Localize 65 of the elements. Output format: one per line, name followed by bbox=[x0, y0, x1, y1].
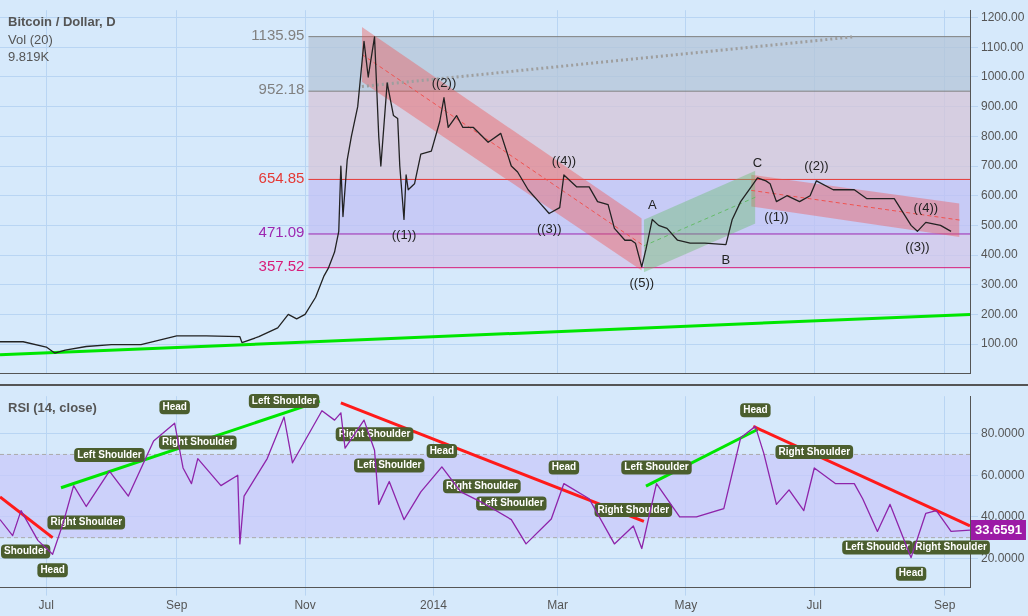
annotation: Right Shoulder bbox=[161, 436, 234, 448]
annotation: Right Shoulder bbox=[50, 516, 123, 528]
annotation: 33.6591 bbox=[975, 521, 1022, 537]
y-tick-label: 900.00 bbox=[981, 98, 1019, 113]
ref-line-label: 471.09 bbox=[258, 223, 305, 241]
y-tick-label: 300.00 bbox=[981, 277, 1019, 292]
x-tick-label: May bbox=[674, 598, 698, 613]
y-tick-label: 600.00 bbox=[981, 188, 1019, 203]
annotation: Right Shoulder bbox=[597, 503, 670, 515]
y-tick-label: 400.00 bbox=[981, 247, 1019, 262]
annotation: A bbox=[647, 197, 657, 213]
annotation: Right Shoulder bbox=[778, 445, 851, 457]
annotation: ((2)) bbox=[804, 158, 829, 174]
x-tick-label: Sep bbox=[166, 598, 188, 613]
annotation: ((3)) bbox=[536, 221, 562, 237]
y-tick-label: 20.0000 bbox=[981, 550, 1025, 565]
x-tick-label: Jul bbox=[806, 598, 822, 613]
annotation: ((4)) bbox=[551, 152, 577, 168]
annotation: Shoulder bbox=[4, 545, 48, 557]
annotation: C bbox=[752, 155, 763, 171]
x-tick-label: Sep bbox=[934, 598, 956, 613]
annotation: ((1)) bbox=[764, 209, 789, 225]
annotation: Left Shoulder bbox=[77, 448, 142, 460]
annotation: Left Shoulder bbox=[357, 459, 422, 471]
y-tick-label: 100.00 bbox=[981, 336, 1019, 351]
x-tick-label: Jul bbox=[38, 598, 54, 613]
y-tick-label: 1100.00 bbox=[981, 39, 1024, 54]
annotation: ((1)) bbox=[391, 227, 417, 243]
ref-line-label: 952.18 bbox=[258, 80, 305, 98]
annotation: Left Shoulder bbox=[479, 497, 544, 509]
annotation: Head bbox=[551, 461, 577, 473]
ref-line-label: 357.52 bbox=[258, 256, 305, 274]
annotation: Head bbox=[162, 401, 187, 412]
x-tick-label: Nov bbox=[294, 598, 316, 613]
chart-title: Bitcoin / Dollar, D bbox=[8, 14, 116, 30]
annotation: ((2)) bbox=[431, 75, 457, 91]
y-tick-label: 800.00 bbox=[981, 128, 1019, 143]
annotation: Left Shoulder bbox=[251, 394, 317, 406]
annotation: 9.819K bbox=[8, 49, 50, 65]
annotation: ((5)) bbox=[629, 274, 655, 290]
annotation: Right Shoulder bbox=[446, 480, 518, 492]
chart-title: RSI (14, close) bbox=[8, 400, 97, 416]
annotation: Right Shoulder bbox=[915, 541, 987, 553]
ref-line-label: 1135.95 bbox=[251, 25, 305, 43]
y-tick-label: 60.0000 bbox=[981, 467, 1025, 482]
y-tick-label: 500.00 bbox=[981, 217, 1019, 232]
y-tick-label: 1200.00 bbox=[981, 9, 1025, 24]
annotation: Vol (20) bbox=[8, 32, 53, 48]
y-tick-label: 1000.00 bbox=[981, 69, 1025, 84]
annotation: ((4)) bbox=[913, 200, 939, 215]
ref-line-label: 654.85 bbox=[258, 168, 305, 186]
annotation: Head bbox=[743, 404, 768, 416]
x-tick-label: 2014 bbox=[420, 598, 448, 613]
annotation: Head bbox=[40, 564, 65, 576]
annotation: Left Shoulder bbox=[845, 541, 910, 553]
y-tick-label: 40.0000 bbox=[981, 509, 1025, 524]
annotation: Head bbox=[898, 567, 924, 579]
y-tick-label: 200.00 bbox=[981, 306, 1019, 321]
annotation: Left Shoulder bbox=[624, 461, 689, 473]
y-tick-label: 700.00 bbox=[981, 158, 1019, 173]
x-tick-label: Mar bbox=[547, 598, 568, 613]
annotation: ((3)) bbox=[905, 238, 930, 254]
annotation: B bbox=[721, 252, 731, 268]
annotation: Head bbox=[429, 444, 455, 456]
y-tick-label: 80.0000 bbox=[981, 425, 1025, 440]
